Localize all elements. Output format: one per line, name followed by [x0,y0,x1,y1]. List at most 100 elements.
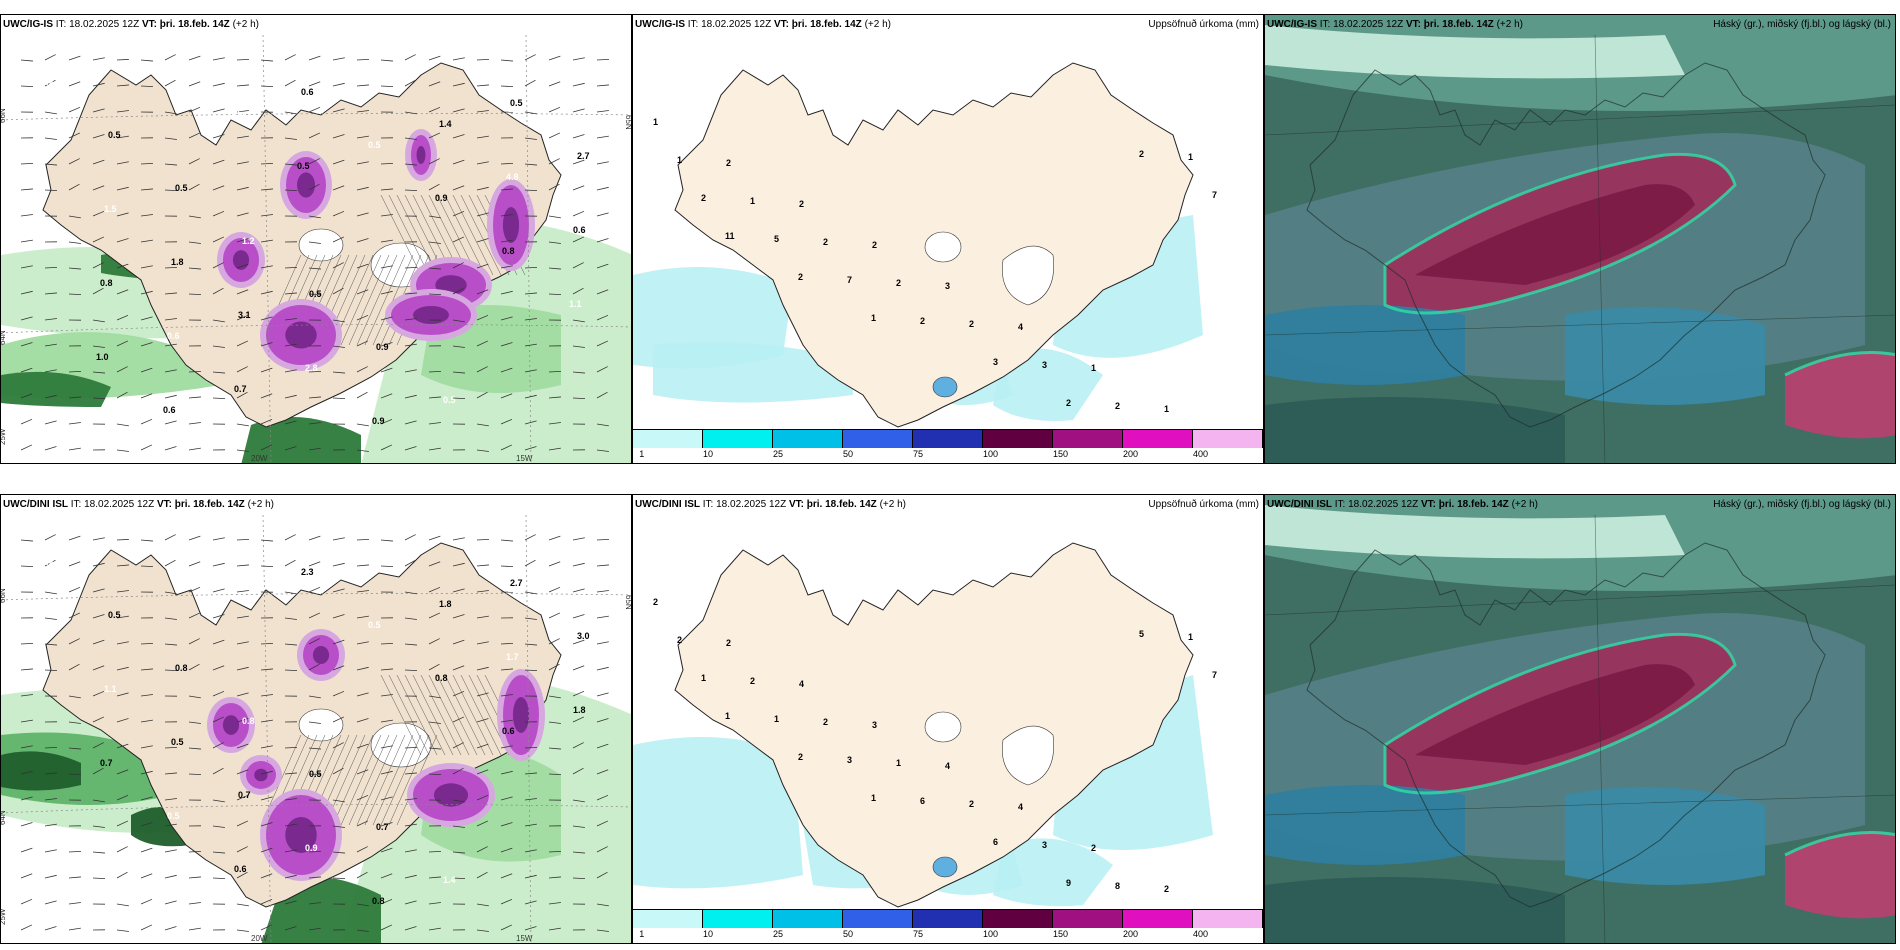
wind-barb [68,241,81,244]
wind-barb [548,561,561,567]
wind-barb [452,185,465,191]
colorbar-tick: 1 [639,929,645,939]
wind-barb [188,293,202,296]
wind-barb [92,287,104,295]
wind-barb [236,289,249,295]
colorbar-swatch [703,430,773,448]
snow-area [416,146,426,164]
precip-value-label: 2 [1066,398,1071,408]
wind-barb [236,161,249,165]
graticule [1265,514,1895,943]
wind-barb [236,769,249,775]
iceland-outline [1306,62,1826,428]
wind-barb [44,874,57,879]
glacier [924,711,962,743]
wind-barb [164,420,177,425]
wind-barb [164,900,177,905]
wind-barb [428,876,441,879]
wind-barb [116,820,129,827]
wind-barb [500,188,513,191]
wind-barb [428,81,441,87]
wind-barb [572,159,585,165]
precip-value-label: 3 [847,755,852,765]
wind-barb [380,59,393,62]
precip-value-label: 2 [701,193,706,203]
lon-line-20 [262,34,272,463]
wind-barb [500,418,513,425]
wind-barb [188,267,201,270]
hatch-line [388,734,430,826]
wind-barb [20,188,33,191]
wind-barb [164,849,177,853]
wind-barb [500,719,513,723]
colorbar-swatch [1193,430,1263,448]
wind-barb [44,394,57,399]
wind-barb [236,929,249,932]
wind-barb [572,108,585,113]
wind-barb [212,82,225,87]
wind-barb [188,927,201,931]
wind-barb [212,825,225,828]
colorbar-swatch [1123,910,1193,928]
precip-area [633,737,803,889]
wind-barb [428,721,441,724]
wind-barb [212,639,225,645]
wind-barb [548,850,562,853]
wind-barb [476,58,490,61]
wind-barb [284,900,297,905]
hatch-line [364,254,406,346]
snow-value-label: 1.0 [96,352,109,362]
wind-barb [284,591,297,595]
wind-barb [44,137,57,140]
wind-barb [332,287,344,295]
wind-barb [236,538,250,541]
wind-barb [452,562,465,567]
wind-barb [92,690,105,697]
precip-value-label: 3 [1042,360,1047,370]
wind-barb [20,265,33,269]
snow-area [512,697,530,733]
wind-barb [236,615,249,619]
wind-barb [428,747,441,750]
wind-barb [68,695,81,699]
wind-barb [68,183,80,191]
snow-value-label: 0.5 [108,610,121,620]
wind-barb [596,366,608,373]
glacier [1001,245,1054,306]
wind-barb [164,746,178,749]
wind-barb [476,871,488,879]
hatch-line [452,194,494,276]
wind-barb [356,666,369,671]
wind-barb [524,746,538,749]
wind-barb [332,537,345,541]
wind-barb [548,612,561,619]
wind-barb [332,767,344,775]
precip-colorbar: 1 10 25 50 75 100 150 200 400 [633,429,1263,463]
snow-value-label: 0.8 [175,663,188,673]
snow-value-label: 0.9 [305,843,318,853]
wind-barb [140,265,153,269]
wind-barb [164,79,176,87]
precip-value-label: 2 [799,199,804,209]
wind-barb [476,666,489,671]
panel-precip-igis: UWC/IG-IS IT: 18.02.2025 12Z VT: þri. 18… [632,14,1264,464]
hatch-line [340,254,382,346]
wind-barb [332,82,345,87]
wind-barb [188,106,201,113]
wind-barb [68,267,81,270]
wind-barb [404,292,417,295]
wind-barb [188,183,200,191]
wind-barb [548,638,560,645]
wind-barb [44,318,57,321]
wind-barb [596,820,609,827]
wind-barb [92,319,105,323]
snow-value-label: 0.5 [108,130,121,140]
precip-value-label: 1 [1091,363,1096,373]
wind-barb [92,877,106,880]
wind-barb [476,641,489,645]
wind-barb [44,926,57,931]
wind-barb [116,743,129,749]
wind-barb [68,902,81,905]
wind-barb [44,54,56,61]
wind-barb [596,871,608,879]
